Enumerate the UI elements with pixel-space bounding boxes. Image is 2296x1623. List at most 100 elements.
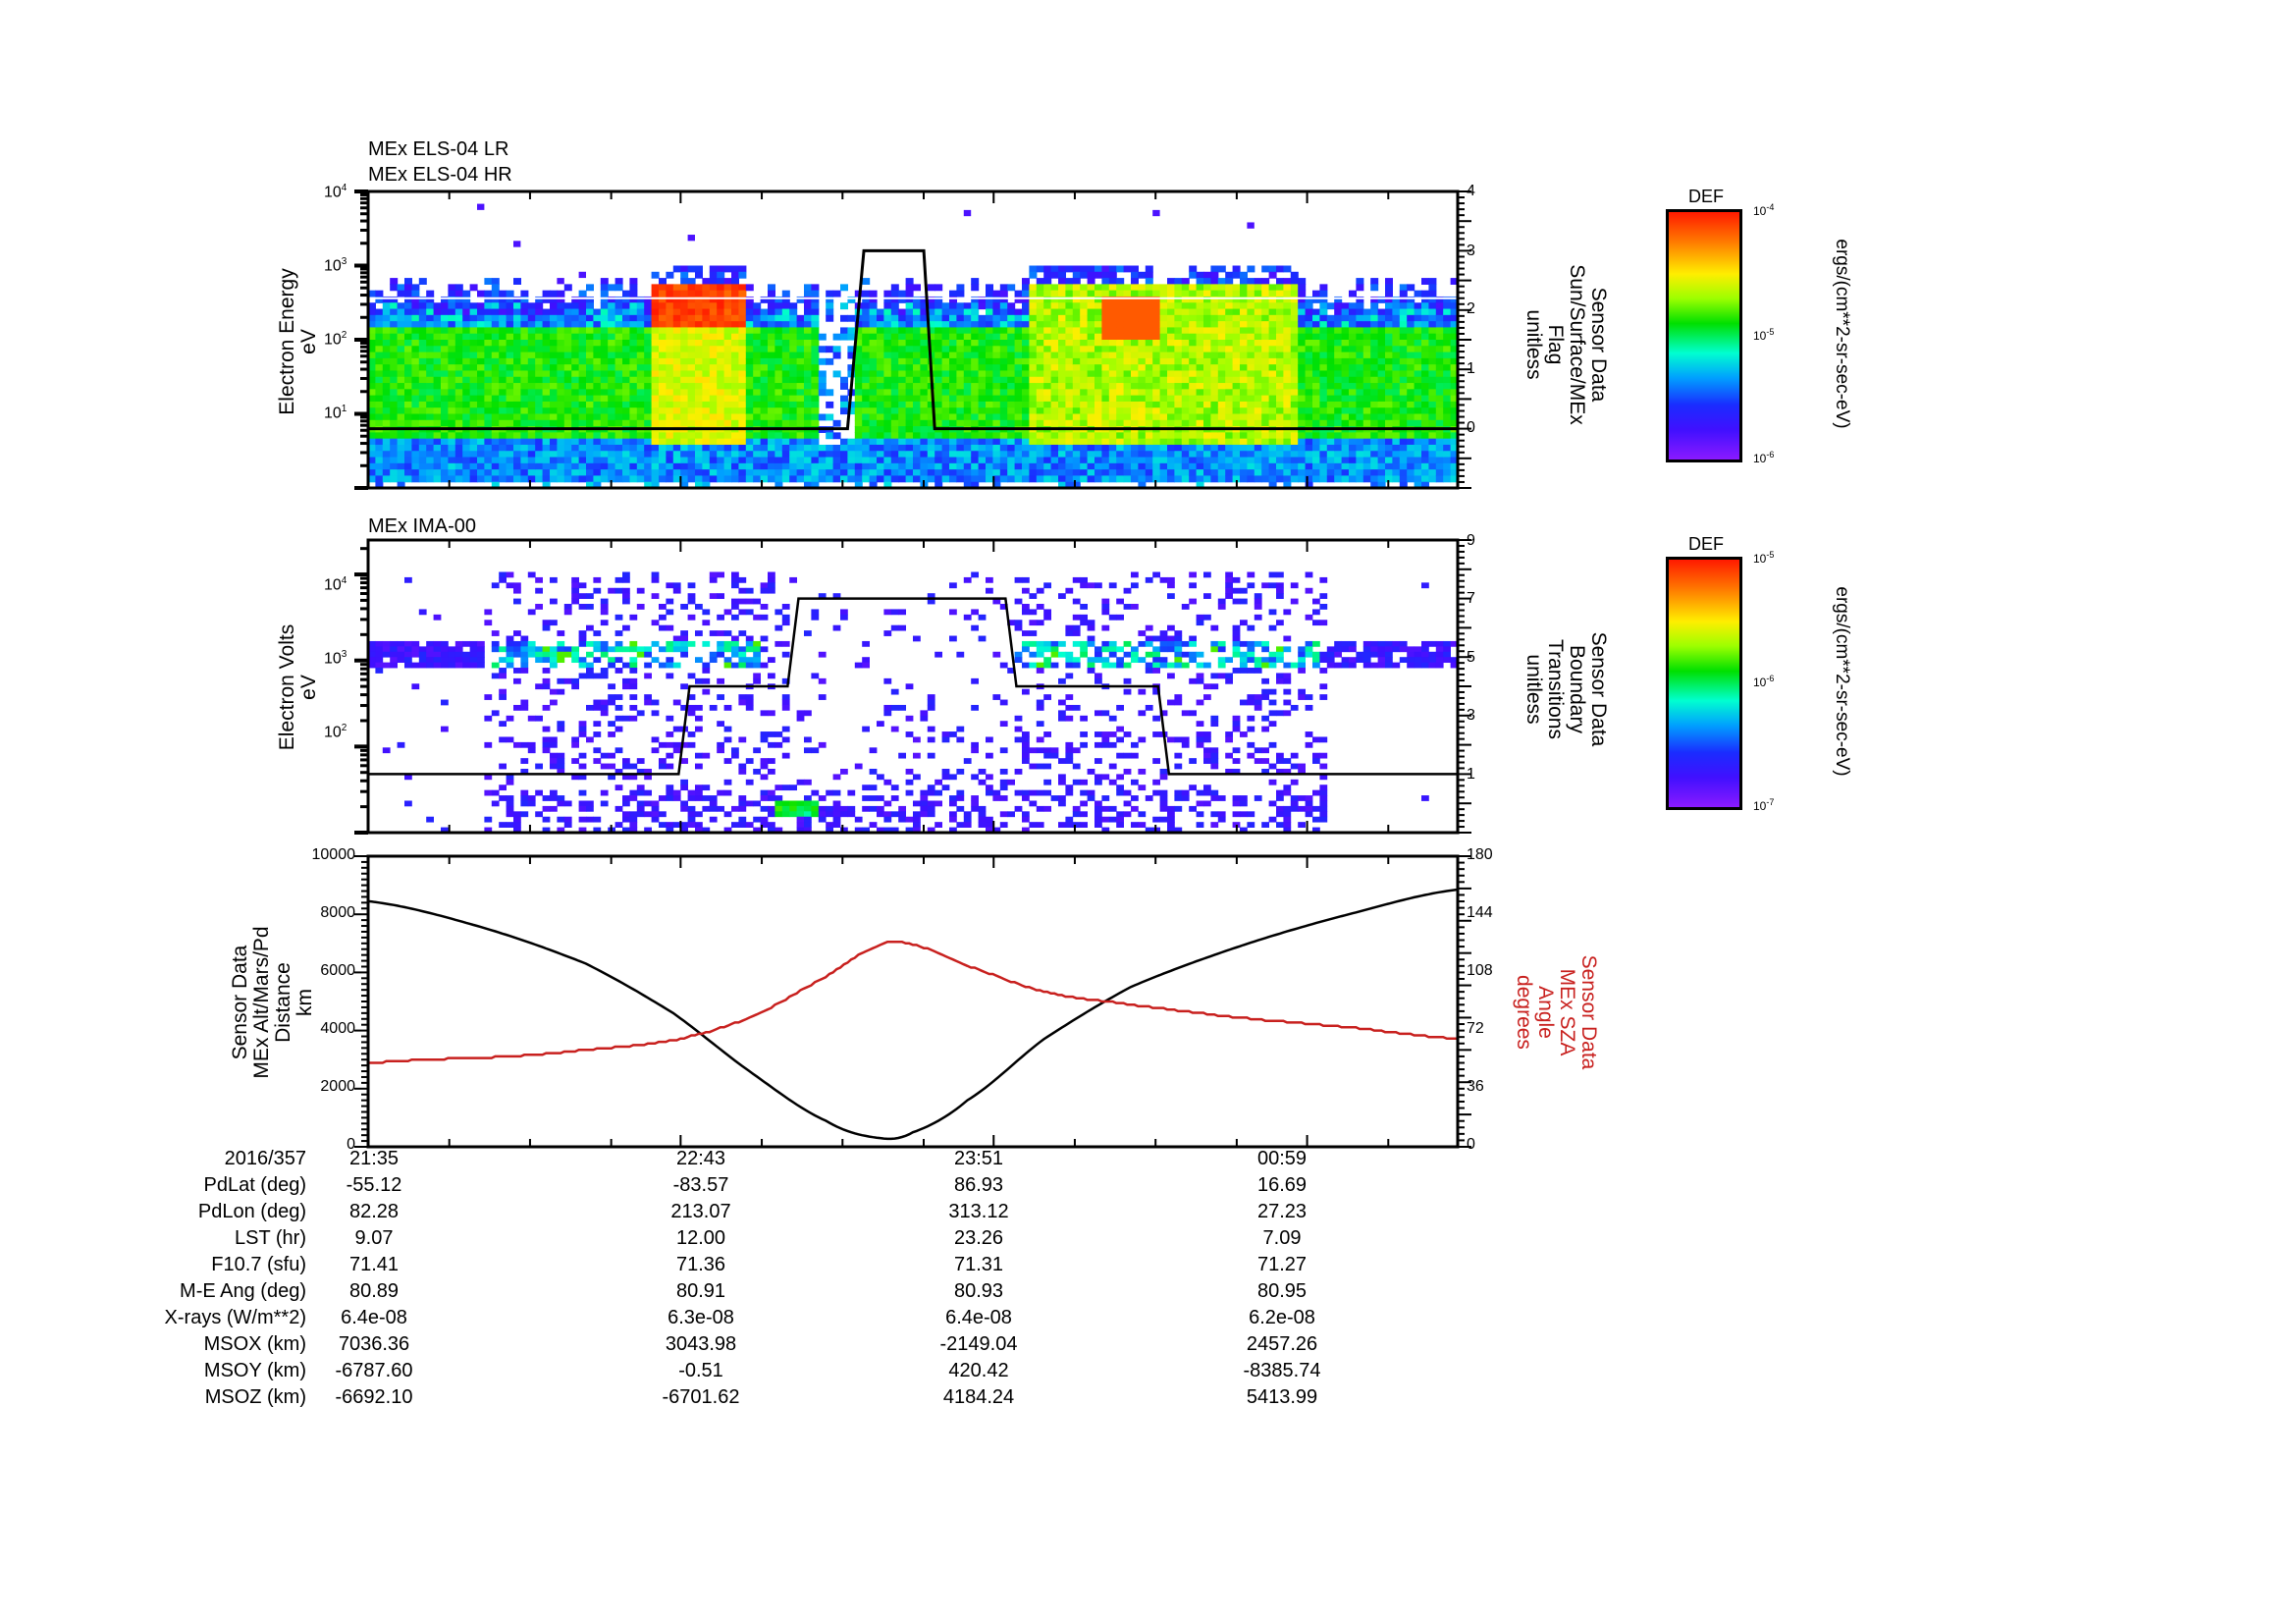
table-cell: -6787.60 [335, 1360, 413, 1381]
p1-rtick-2: 2 [1467, 300, 1475, 317]
p3-rtick-72: 72 [1467, 1020, 1484, 1037]
table-cell: 6.4e-08 [945, 1307, 1012, 1328]
table-cell: -6692.10 [335, 1386, 413, 1408]
p1-left-label-line1: Electron Energy [276, 268, 298, 415]
table-cell: 71.36 [675, 1254, 726, 1275]
p3-right-label-line3: Angle [1534, 986, 1557, 1039]
p2-right-label-line3: Transitions [1544, 639, 1567, 739]
table-cell: -83.57 [672, 1174, 729, 1196]
table-row-label: MSOX (km) [203, 1333, 306, 1355]
table-cell: 86.93 [953, 1174, 1004, 1196]
p3-left-label-line3: Distance [272, 962, 294, 1043]
p3-rtick-180: 180 [1467, 846, 1493, 863]
table-cell: 420.42 [948, 1360, 1009, 1381]
table-cell: 80.91 [675, 1280, 726, 1302]
table-cell: -55.12 [346, 1174, 402, 1196]
p1-ytick-1e2: 102 [324, 330, 347, 349]
p1-right-label-line2: Sun/Surface/MEx [1566, 264, 1588, 425]
colorbar2-max: 10-5 [1753, 550, 1775, 566]
colorbar2-title: DEF [1688, 534, 1724, 554]
p2-right-label-line4: unitless [1522, 654, 1545, 725]
table-cell: 3043.98 [665, 1333, 737, 1355]
table-cell: -8385.74 [1243, 1360, 1321, 1381]
p1-rtick-1: 1 [1467, 360, 1475, 377]
colorbar1-gradient [1666, 209, 1742, 462]
time-tick-1: 22:43 [675, 1148, 726, 1169]
table-cell: 5413.99 [1246, 1386, 1318, 1408]
colorbar1-unit-label: ergs/(cm**2-sr-sec-eV) [1832, 239, 1852, 429]
p2-rtick-9: 9 [1467, 532, 1475, 549]
table-row-label: X-rays (W/m**2) [164, 1307, 306, 1328]
p1-rtick-0: 0 [1467, 419, 1475, 436]
panel1-title-2: MEx ELS-04 HR [368, 164, 512, 186]
table-cell: 80.89 [348, 1280, 400, 1302]
p3-rtick-36: 36 [1467, 1078, 1484, 1095]
colorbar2-mid: 10-6 [1753, 674, 1775, 689]
p1-right-label-line3: Flag [1544, 324, 1567, 365]
p2-left-label-line2: eV [297, 675, 320, 700]
table-cell: 71.27 [1256, 1254, 1308, 1275]
time-tick-0: 21:35 [348, 1148, 400, 1169]
table-row-label: LST (hr) [235, 1227, 306, 1249]
table-cell: -6701.62 [662, 1386, 740, 1408]
p1-rtick-3: 3 [1467, 243, 1475, 259]
table-cell: 7036.36 [338, 1333, 410, 1355]
table-cell: 6.4e-08 [341, 1307, 407, 1328]
p3-ytick-10000: 10000 [311, 846, 356, 863]
colorbar2-min: 10-7 [1753, 797, 1775, 813]
p3-right-label-line4: degrees [1513, 975, 1535, 1050]
table-row-label: F10.7 (sfu) [211, 1254, 306, 1275]
p2-rtick-1: 1 [1467, 766, 1475, 783]
p2-left-axis-label: Electron Volts eV [276, 569, 322, 805]
p1-rtick-4: 4 [1467, 183, 1475, 199]
p3-ytick-8000: 8000 [320, 904, 355, 921]
table-cell: -2149.04 [939, 1333, 1018, 1355]
p3-rtick-0: 0 [1467, 1136, 1475, 1153]
table-cell: 71.31 [953, 1254, 1004, 1275]
table-cell: 7.09 [1262, 1227, 1302, 1249]
p3-left-label-line2: MEx Alt/Mars/Pd [250, 926, 273, 1079]
table-cell: -0.51 [678, 1360, 723, 1381]
colorbar1-mid: 10-5 [1753, 327, 1775, 343]
p1-left-label-line2: eV [297, 329, 320, 354]
p2-rtick-7: 7 [1467, 590, 1475, 607]
p2-rtick-3: 3 [1467, 707, 1475, 724]
p3-ytick-6000: 6000 [320, 962, 355, 979]
table-cell: 27.23 [1256, 1201, 1308, 1222]
table-cell: 80.93 [953, 1280, 1004, 1302]
p2-right-label-line1: Sensor Data [1587, 631, 1610, 747]
colorbar1-max: 10-4 [1753, 202, 1775, 218]
p2-ytick-1e4: 104 [324, 575, 347, 594]
table-cell: 4184.24 [942, 1386, 1015, 1408]
table-cell: 9.07 [354, 1227, 394, 1249]
p3-rtick-144: 144 [1467, 904, 1493, 921]
p1-ytick-1e4: 104 [324, 183, 347, 201]
p3-right-label-line2: MEx SZA [1556, 968, 1578, 1056]
time-tick-3: 00:59 [1256, 1148, 1308, 1169]
p3-ytick-4000: 4000 [320, 1020, 355, 1037]
table-row-label: PdLon (deg) [197, 1201, 306, 1222]
colorbar1-min: 10-6 [1753, 450, 1775, 465]
colorbar2-unit-label: ergs/(cm**2-sr-sec-eV) [1832, 586, 1852, 777]
p3-ytick-0: 0 [347, 1136, 355, 1153]
table-cell: 23.26 [953, 1227, 1004, 1249]
table-row-label: PdLat (deg) [203, 1174, 306, 1196]
p3-right-axis-label: Sensor Data MEx SZA Angle degrees [1509, 875, 1600, 1150]
table-cell: 6.2e-08 [1249, 1307, 1315, 1328]
panel2-title: MEx IMA-00 [368, 515, 477, 537]
p1-ytick-1e3: 103 [324, 256, 347, 275]
table-cell: 16.69 [1256, 1174, 1308, 1196]
p3-rtick-108: 108 [1467, 962, 1493, 979]
table-cell: 6.3e-08 [667, 1307, 734, 1328]
p1-left-axis-label: Electron Energy eV [276, 224, 322, 460]
table-cell: 313.12 [948, 1201, 1009, 1222]
table-cell: 80.95 [1256, 1280, 1308, 1302]
p2-ytick-1e2: 102 [324, 723, 347, 741]
p2-rtick-5: 5 [1467, 649, 1475, 666]
table-date-label: 2016/357 [224, 1148, 306, 1169]
p1-right-label-line4: unitless [1522, 309, 1545, 380]
p3-left-label-line4: km [294, 989, 316, 1016]
p3-left-label-line1: Sensor Data [229, 945, 251, 1060]
p1-right-axis-label: Sensor Data Sun/Surface/MEx Flag unitles… [1519, 207, 1610, 482]
